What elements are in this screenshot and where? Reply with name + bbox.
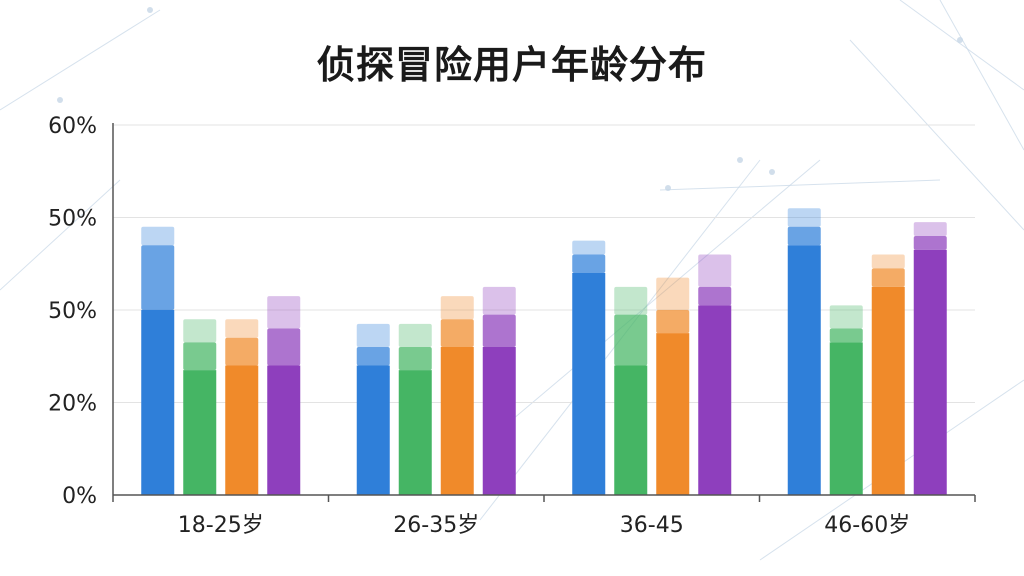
bar-overlay	[572, 254, 606, 273]
bar	[656, 333, 690, 495]
x-tick-label: 46-60岁	[824, 513, 910, 538]
bar-cap	[141, 226, 175, 246]
bar-overlay	[656, 310, 690, 334]
bar	[482, 347, 516, 495]
decor-node	[957, 37, 963, 43]
bar-cap	[572, 240, 606, 255]
axes	[112, 123, 976, 502]
x-tick-label: 36-45	[620, 513, 684, 538]
bar	[225, 365, 259, 495]
bar	[829, 342, 863, 495]
x-tick-label: 26-35岁	[393, 513, 479, 538]
y-tick-label: 50%	[48, 299, 97, 324]
y-tick-label: 60%	[48, 114, 97, 139]
decor-node	[57, 97, 63, 103]
bar-overlay	[440, 319, 474, 347]
x-axis-labels: 18-25岁 26-35岁 36-45 46-60岁	[178, 513, 910, 538]
bar	[871, 286, 905, 495]
bar-overlay	[183, 342, 217, 371]
decor-node	[665, 185, 671, 191]
bar	[787, 245, 821, 495]
bar-cap	[183, 319, 217, 343]
bar	[913, 249, 947, 495]
bar-cap	[656, 277, 690, 310]
decor-line	[0, 9, 161, 111]
decor-line	[899, 0, 1024, 91]
bar-overlay	[267, 328, 301, 366]
bar-cap	[829, 305, 863, 329]
background-network-decoration	[0, 0, 1024, 561]
decor-node	[737, 157, 743, 163]
bar	[267, 365, 301, 495]
bar	[698, 305, 732, 495]
decor-line	[659, 179, 941, 191]
bar-overlay	[829, 328, 863, 343]
bar-cap	[267, 296, 301, 329]
bar-cap	[913, 222, 947, 236]
bar-overlay	[871, 268, 905, 287]
bar-overlay	[482, 314, 516, 347]
bar-overlay	[787, 226, 821, 246]
decor-line	[939, 0, 1024, 151]
bar-overlay	[698, 286, 732, 306]
decor-line	[849, 39, 1024, 231]
bar-overlay	[356, 347, 390, 366]
chart-title: 侦探冒险用户年龄分布	[316, 43, 707, 87]
bar	[141, 310, 175, 495]
bar-cap	[225, 319, 259, 338]
bar-cap	[356, 323, 390, 347]
x-tick-label: 18-25岁	[178, 513, 264, 538]
bar-cap	[440, 296, 474, 320]
bar-overlay	[225, 337, 259, 366]
bar-overlay	[614, 314, 648, 366]
bar-cap	[398, 323, 432, 347]
bar	[440, 347, 474, 495]
bar	[398, 370, 432, 495]
bar-cap	[698, 254, 732, 287]
bars	[141, 208, 947, 495]
decor-line	[499, 159, 821, 431]
bar-overlay	[913, 236, 947, 250]
bar-cap	[871, 254, 905, 269]
bar	[183, 370, 217, 495]
decor-node	[769, 169, 775, 175]
bar	[356, 365, 390, 495]
bar-overlay	[398, 347, 432, 371]
bar-overlay	[141, 245, 175, 310]
y-tick-label: 0%	[62, 484, 97, 509]
bar-cap	[482, 286, 516, 315]
y-tick-label: 20%	[48, 392, 97, 417]
decor-line	[0, 179, 121, 291]
y-axis-labels: 0% 20% 50% 50% 60%	[48, 114, 97, 509]
y-tick-label: 50%	[48, 207, 97, 232]
decor-node	[147, 7, 153, 13]
bar	[572, 273, 606, 495]
bar-cap	[614, 286, 648, 315]
bar	[614, 365, 648, 495]
bar-cap	[787, 208, 821, 227]
